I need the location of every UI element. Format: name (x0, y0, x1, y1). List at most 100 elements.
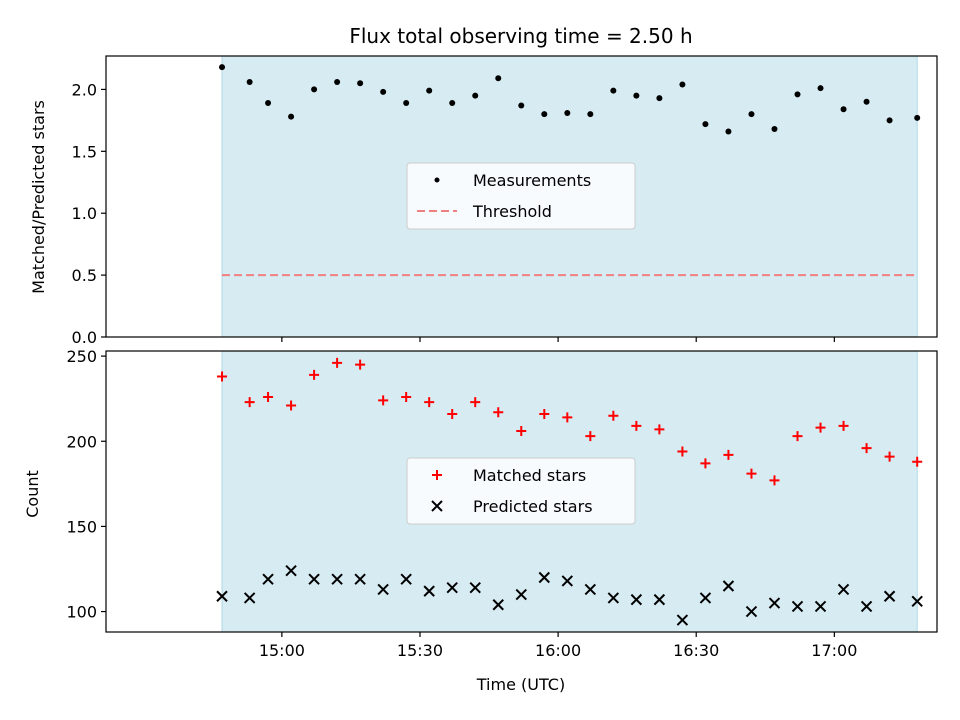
top-y-axis-label: Matched/Predicted stars (29, 100, 48, 294)
measurement-point (702, 121, 709, 128)
predicted-stars-point (630, 593, 643, 606)
predicted-stars-point (676, 614, 689, 626)
y-tick-label: 0.0 (72, 328, 97, 347)
matched-stars-point (700, 458, 711, 469)
matched-stars-point (631, 420, 642, 431)
matched-stars-point (838, 420, 849, 431)
matched-stars-point (884, 451, 895, 462)
panel-ratio: 0.0 0.5 1.0 1.5 2.0 Measurements Threshold (72, 55, 938, 347)
y-tick-label: 200 (66, 432, 97, 451)
measurement-point (495, 75, 502, 82)
matched-stars-point (493, 407, 504, 418)
predicted-stars-point (745, 605, 758, 618)
measurement-point (472, 92, 479, 99)
axes-frame (105, 350, 938, 633)
measurement-point (817, 85, 824, 92)
legend-label: Threshold (472, 202, 552, 221)
measurement-point (265, 100, 272, 107)
measurement-point (725, 128, 732, 135)
predicted-stars-point (699, 592, 712, 604)
measurement-point (334, 78, 341, 85)
y-tick-label: 1.5 (72, 142, 97, 161)
matched-stars-point (562, 412, 573, 423)
predicted-stars-point (331, 573, 343, 585)
matched-stars-point (815, 422, 826, 433)
matched-stars-point (746, 468, 757, 479)
measurement-point (403, 100, 410, 107)
matched-stars-point (355, 359, 366, 370)
matched-stars-point (516, 426, 527, 437)
measurement-point (357, 80, 364, 87)
x-axis-label: Time (UTC) (476, 675, 565, 694)
measurement-point (380, 88, 387, 95)
matched-stars-point (539, 409, 550, 420)
predicted-stars-point (607, 592, 620, 604)
measurement-point (840, 106, 847, 113)
axes-frame (105, 55, 938, 338)
measurement-point (587, 111, 594, 118)
matched-stars-point (424, 397, 435, 408)
measurement-point (771, 126, 778, 133)
predicted-stars-point (584, 583, 597, 596)
matched-stars-point (217, 371, 228, 382)
matched-stars-point (447, 409, 458, 420)
measurement-point (564, 109, 571, 116)
matched-stars-point (677, 446, 688, 457)
matched-stars-point (723, 449, 734, 460)
predicted-stars-point (243, 592, 256, 604)
panel-counts: 100 150 200 250 15:00 15:30 16:00 16:30 17:00 Mat… (66, 347, 938, 660)
predicted-stars-point (400, 573, 412, 585)
matched-stars-point (792, 431, 803, 442)
chart-title: Flux total observing time = 2.50 h (349, 24, 692, 48)
y-tick-label: 100 (66, 603, 97, 622)
predicted-stars-point (837, 583, 850, 596)
legend-matched-swatch (432, 470, 442, 480)
matched-stars-point (286, 400, 297, 411)
matched-stars-point (769, 475, 780, 486)
x-tick-label: 15:00 (259, 641, 305, 660)
bottom-y-axis-label: Count (23, 470, 42, 518)
measurement-point (288, 113, 295, 120)
measurement-point (914, 114, 921, 121)
matched-stars-point (378, 395, 389, 406)
matched-stars-point (470, 397, 481, 408)
matched-stars-point (332, 357, 343, 368)
predicted-stars-point (883, 590, 896, 602)
legend-box (406, 457, 636, 525)
matched-stars-point (654, 424, 665, 435)
legend-label: Measurements (473, 171, 591, 190)
y-tick-label: 150 (66, 517, 97, 536)
measurement-point (246, 78, 253, 85)
measurement-point (679, 81, 686, 88)
measurement-point (311, 86, 318, 93)
measurement-point (426, 87, 433, 94)
measurement-point (219, 64, 226, 71)
x-tick-label: 16:00 (535, 641, 581, 660)
legend-measurement-swatch (434, 177, 440, 183)
y-tick-label: 0.5 (72, 266, 97, 285)
measurement-point (748, 111, 755, 118)
plot-layer: 0.00.51.01.52.0MeasurementsThreshold1001… (66, 55, 938, 660)
legend: Measurements Threshold (406, 162, 636, 230)
matched-stars-point (585, 431, 596, 442)
y-tick-label: 1.0 (72, 204, 97, 223)
predicted-stars-point (469, 582, 481, 594)
matched-stars-point (309, 369, 320, 380)
predicted-stars-point (860, 600, 873, 613)
x-tick-label: 16:30 (673, 641, 719, 660)
matched-stars-point (401, 391, 412, 402)
legend-predicted-swatch (431, 500, 443, 512)
predicted-stars-point (791, 600, 804, 613)
measurement-point (610, 87, 617, 94)
predicted-stars-point (377, 583, 389, 596)
matched-stars-point (608, 410, 619, 421)
measurement-point (633, 92, 640, 99)
predicted-stars-point (492, 599, 504, 611)
predicted-stars-point (653, 593, 666, 606)
y-tick-label: 250 (66, 347, 97, 366)
legend-label: Predicted stars (473, 497, 593, 516)
measurement-point (541, 111, 548, 118)
matched-stars-point (244, 397, 255, 408)
legend-label: Matched stars (473, 466, 586, 485)
predicted-stars-point (911, 595, 923, 608)
